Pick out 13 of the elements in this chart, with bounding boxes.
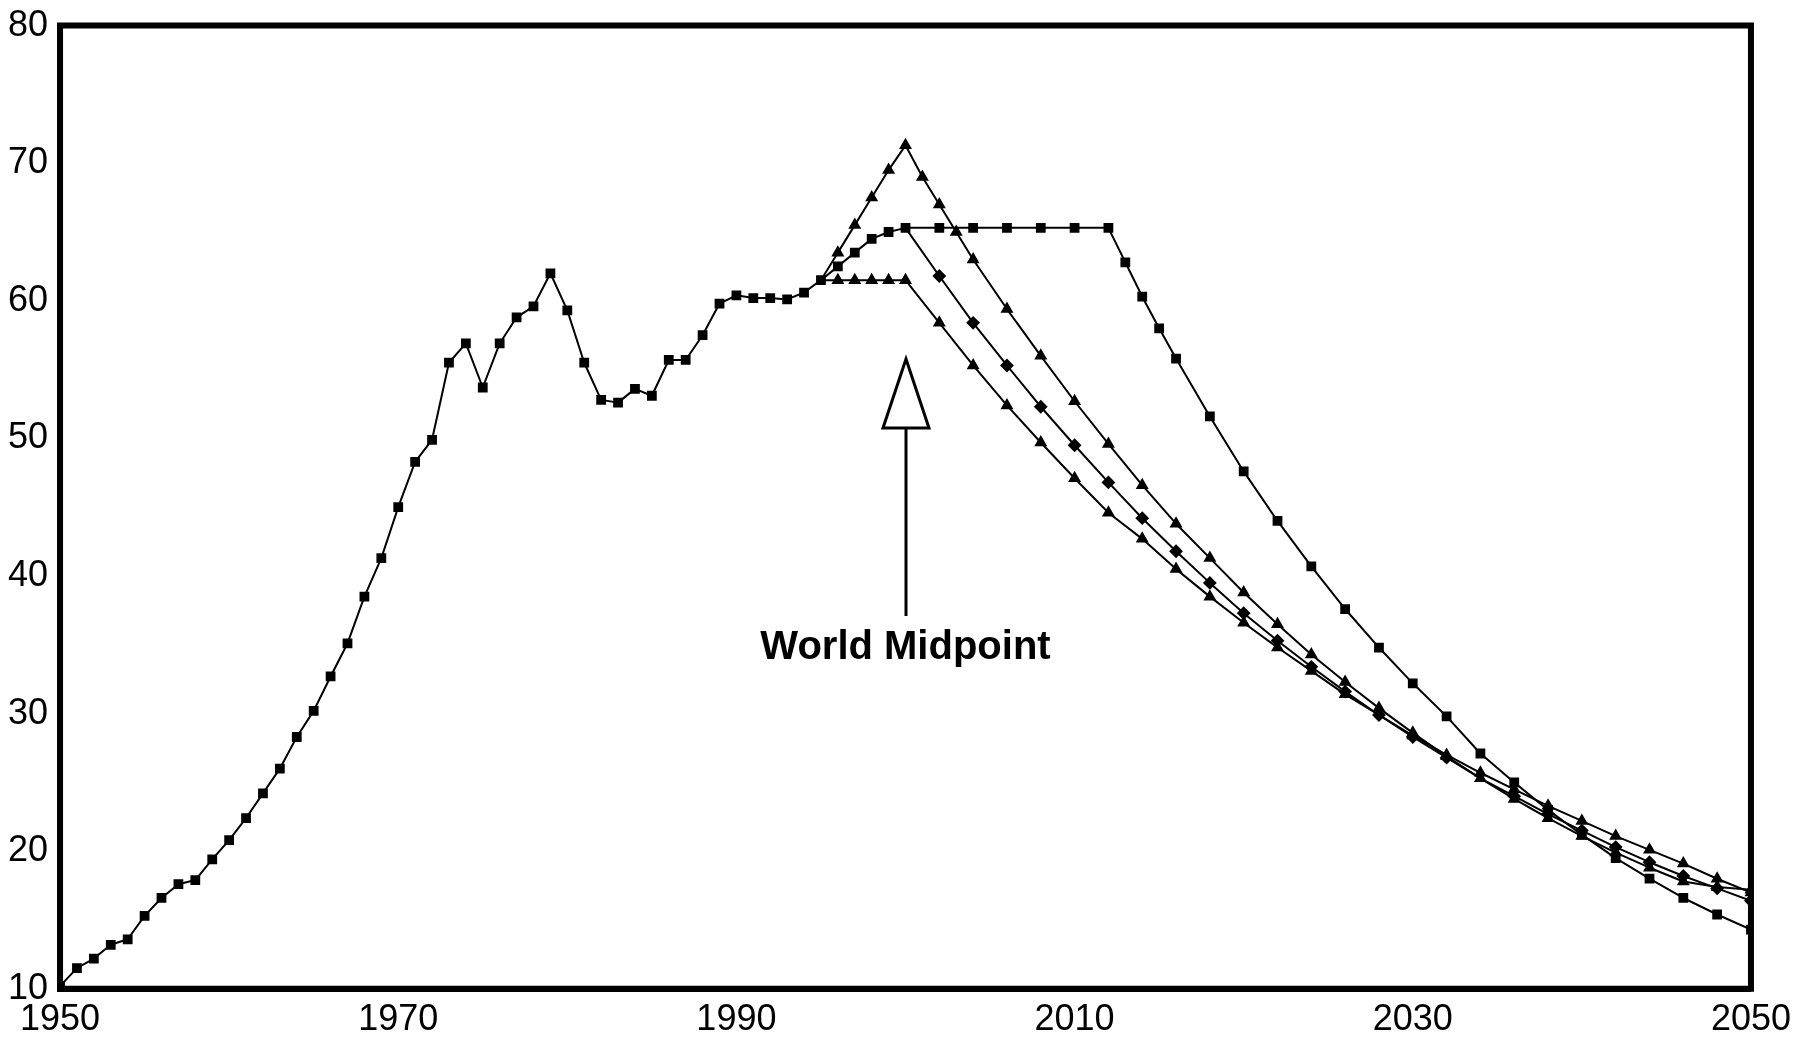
x-tick-label: 2050 (1710, 997, 1791, 1039)
y-tick-label: 60 (8, 277, 49, 319)
y-tick-label: 40 (8, 552, 49, 594)
x-tick-label: 2030 (1372, 997, 1453, 1039)
y-tick-label: 70 (8, 140, 49, 182)
x-tick-label: 2010 (1034, 997, 1115, 1039)
y-tick-label: 50 (8, 415, 49, 457)
y-tick-label: 80 (8, 2, 49, 44)
y-tick-label: 30 (8, 690, 49, 732)
annotation: World Midpoint (760, 622, 1051, 667)
y-tick-label: 20 (8, 828, 49, 870)
x-tick-label: 1990 (696, 997, 777, 1039)
x-tick-label: 1970 (358, 997, 439, 1039)
